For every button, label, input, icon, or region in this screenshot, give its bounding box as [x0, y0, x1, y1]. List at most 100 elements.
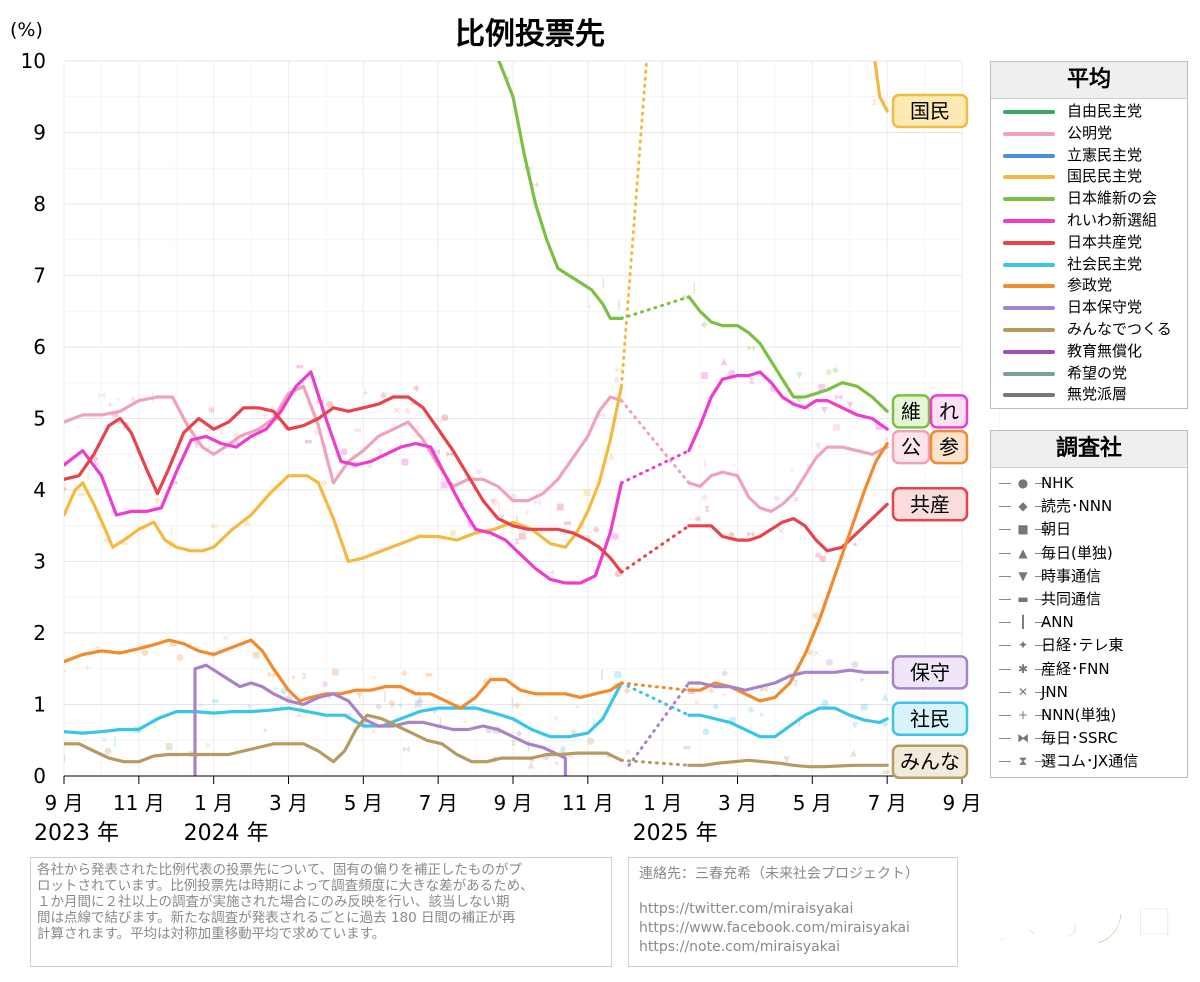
poll-marker: ✦ [851, 540, 859, 550]
poll-marker: ▬ [211, 696, 220, 706]
pollster-symbol-icon: ┃ [1011, 611, 1035, 635]
poll-marker: ◆ [712, 702, 719, 712]
poll-marker: ✕ [552, 714, 560, 724]
poll-marker: ● [770, 384, 778, 394]
poll-marker: ┃ [526, 740, 531, 752]
poll-marker: ▬ [103, 536, 112, 546]
pollster-label: NHK [1041, 474, 1074, 492]
poll-marker: ■ [556, 502, 565, 512]
pollster-symbol-icon: + [1011, 703, 1035, 728]
pollster-label: 毎日･SSRC [1041, 729, 1118, 748]
pollster-item: ◆ 読売･NNN [991, 495, 1187, 519]
series-line [64, 384, 624, 564]
end-label-text: 国民 [910, 99, 950, 123]
poll-marker: ■ [252, 651, 261, 661]
poll-marker: ▼ [796, 371, 803, 381]
poll-marker: ✕ [758, 684, 766, 694]
contact-link[interactable]: https://www.facebook.com/miraisyakai [639, 920, 910, 936]
poll-marker: ⧗ [793, 678, 799, 688]
contact-text: 連絡先：三春充希（未来社会プロジェクト） [639, 866, 919, 882]
poll-marker: ┃ [382, 691, 387, 703]
poll-marker: ● [702, 727, 710, 737]
poll-marker: ✕ [813, 650, 821, 660]
poll-marker: ▬ [205, 425, 214, 435]
legend-label: 無党派層 [1067, 385, 1128, 404]
poll-marker: ▲ [244, 518, 251, 528]
poll-marker: ⧗ [514, 537, 520, 547]
poll-marker: ■ [613, 670, 622, 680]
series-line [687, 706, 889, 739]
poll-marker: ✱ [747, 706, 755, 716]
end-label: 保守 [891, 655, 969, 690]
series-dotted-link [627, 681, 691, 767]
poll-marker: ● [587, 737, 595, 747]
poll-marker: ✱ [681, 293, 689, 303]
poll-marker: ✦ [758, 711, 766, 721]
legend-item: 参政党 [991, 275, 1187, 297]
pollster-symbol-icon: ◆ [1011, 495, 1035, 519]
x-tick-label: 7 月 [868, 791, 907, 815]
poll-marker: ✱ [313, 429, 321, 439]
pollster-item: ┃ ANN [991, 611, 1187, 635]
x-tick-label: 9 月 [44, 791, 83, 815]
pollster-label: 日経･テレ東 [1041, 636, 1124, 655]
y-tick-label: 5 [33, 407, 46, 431]
poll-marker: ▼ [815, 442, 822, 452]
poll-marker: ⧓ [747, 344, 756, 354]
poll-marker: ⧗ [704, 505, 710, 515]
contact-link[interactable]: https://note.com/miraisyakai [639, 939, 841, 955]
poll-marker: ⧓ [402, 745, 411, 755]
series-日本維新の会 [497, 61, 889, 413]
end-label: 公 [891, 429, 931, 465]
pollster-label: 朝日 [1041, 520, 1072, 539]
poll-marker: ◆ [806, 647, 813, 657]
poll-marker: ✦ [61, 485, 69, 495]
pollster-item: ▼ 時事通信 [991, 564, 1187, 588]
poll-marker: ▼ [153, 497, 160, 507]
poll-marker: ◆ [701, 493, 708, 503]
poll-marker: ⧓ [432, 448, 441, 458]
method-note: 各社から発表された比例代表の投票先について、固有の偏りを補正したものがプ ロットさ… [30, 857, 612, 967]
poll-marker: ✕ [370, 728, 378, 738]
end-label: 参 [929, 429, 969, 465]
poll-marker: ▼ [847, 401, 854, 411]
pollster-symbol-icon: ✦ [1011, 634, 1035, 658]
pollster-legend-items: ● NHK ◆ 読売･NNN ■ 朝日 ▲ 毎日(単独) ▼ 時事通信 ▬ 共同通信 ┃ ANN ✦ 日経･テ… [991, 468, 1187, 774]
poll-marker: ▼ [326, 692, 333, 702]
poll-marker: ◆ [773, 493, 780, 503]
contact-link[interactable]: https://twitter.com/miraisyakai [639, 901, 854, 917]
x-tick-label: 5 月 [344, 791, 383, 815]
poll-marker: ▲ [129, 394, 136, 404]
poll-marker: ● [491, 498, 499, 508]
poll-marker: ■ [518, 532, 527, 542]
poll-marker: ▲ [873, 41, 880, 51]
legend-label: 日本維新の会 [1067, 189, 1158, 208]
poll-marker: + [721, 691, 729, 701]
pollster-legend: 調査社 ● NHK ◆ 読売･NNN ■ 朝日 ▲ 毎日(単独) ▼ 時事通信 ▬ 共同通信 ┃ ANN ✦… [990, 430, 1188, 778]
poll-marker: ◆ [388, 698, 395, 708]
end-label-text: 参 [939, 435, 959, 459]
axes: 0 1 2 3 4 5 6 7 8 9 10 9 月 11 月 1 月 3 月 5 月 7 月 9 月 11 月 1 … [21, 49, 982, 846]
poll-marker: ⧓ [615, 366, 624, 376]
poll-marker: ✱ [528, 756, 536, 766]
legend-label: 参政党 [1067, 276, 1113, 295]
pollster-legend-title: 調査社 [991, 431, 1187, 468]
poll-marker: ■ [817, 383, 826, 393]
end-label-text: 共産 [910, 492, 950, 516]
poll-marker: ✦ [60, 667, 68, 677]
pollster-label: 時事通信 [1041, 566, 1102, 585]
poll-marker: ▼ [466, 520, 473, 530]
legend-item: 社会民主党 [991, 254, 1187, 276]
poll-marker: ● [821, 698, 829, 708]
poll-marker: ⧓ [760, 685, 769, 695]
poll-marker: ✕ [414, 424, 422, 434]
poll-marker: ⧗ [301, 672, 307, 682]
poll-marker: ✦ [883, 435, 891, 445]
poll-marker: ■ [875, 422, 884, 432]
poll-marker: + [461, 717, 469, 727]
series-line [687, 758, 889, 769]
poll-marker: ▲ [882, 693, 889, 703]
poll-marker: ✦ [295, 712, 303, 722]
poll-marker: ◆ [624, 686, 631, 696]
poll-marker: ┃ [702, 458, 707, 470]
